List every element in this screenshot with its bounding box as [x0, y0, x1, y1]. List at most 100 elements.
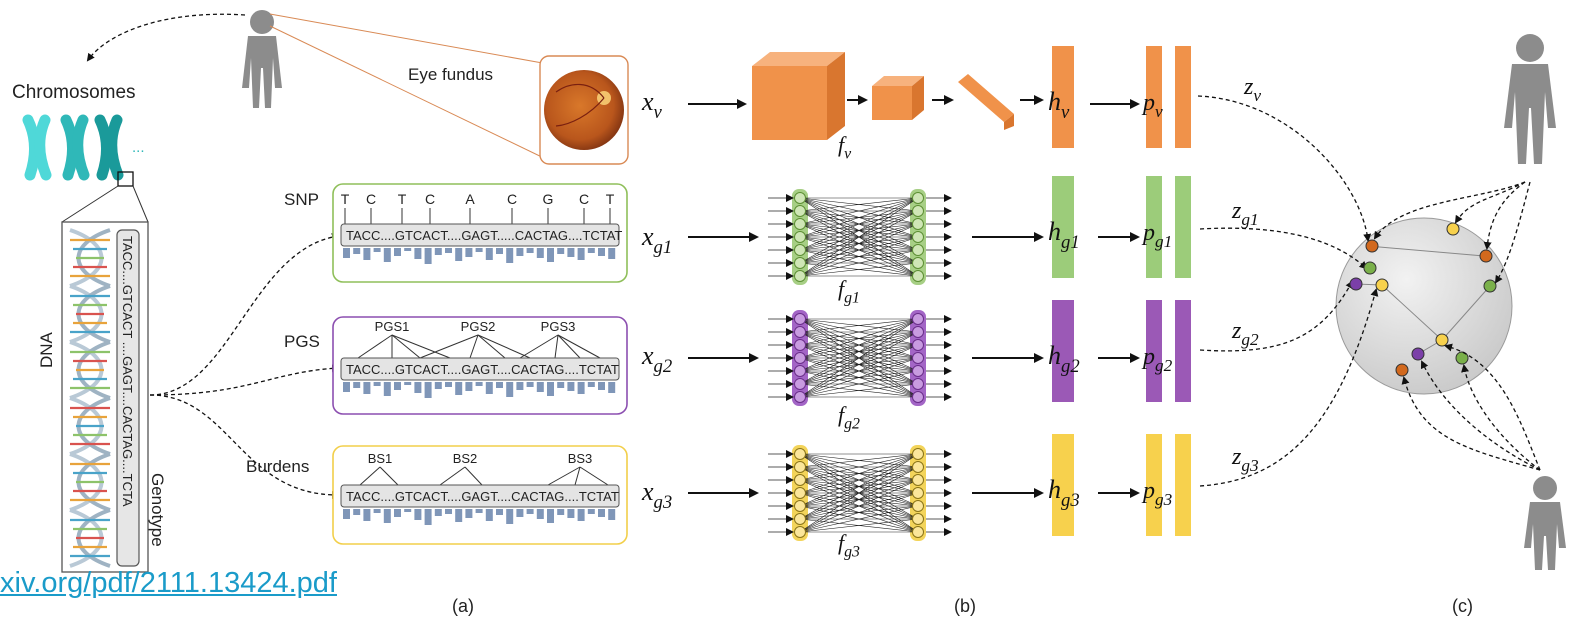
- hidden-bar: [1052, 434, 1074, 536]
- score-label: PGS3: [541, 319, 576, 334]
- sequence-bar: [363, 382, 371, 394]
- person-to-chromosome-arrow: [86, 13, 246, 62]
- node-burden-2: [1446, 222, 1460, 236]
- input-labels: xv xg1 xg2 xg3: [641, 87, 672, 513]
- sequence-bar: [608, 509, 616, 520]
- burdens-sequence: TACC....GTCACT....GAGT....CACTAG....TCTA…: [346, 489, 619, 504]
- sequence-bar: [567, 509, 575, 518]
- sequence-bar: [577, 248, 585, 260]
- sequence-bar: [485, 248, 493, 260]
- embedding-label: zv: [1243, 74, 1261, 105]
- sequence-bar: [465, 509, 473, 518]
- sequence-bar: [536, 509, 544, 519]
- sequence-bar: [353, 382, 361, 388]
- sequence-bar: [343, 509, 350, 519]
- input-arrows: [688, 99, 759, 498]
- hidden-to-projection-arrows: [1090, 99, 1140, 498]
- sequence-bar: [445, 509, 452, 514]
- snp-sequence: TACC....GTCACT....GAGT.....CACTAG....TCT…: [346, 228, 622, 243]
- sequence-bar: [394, 509, 401, 517]
- sequence-bar: [455, 382, 463, 395]
- chromosome-zoom-box: [117, 171, 134, 187]
- projection-bar-left: [1146, 176, 1162, 278]
- sequence-bar: [373, 248, 381, 252]
- mlp-network: [768, 445, 952, 541]
- sequence-bar: [557, 382, 565, 388]
- pgs-label: PGS: [284, 332, 320, 351]
- projection-label: pg2: [1141, 344, 1173, 375]
- mlp-encoders: [768, 189, 952, 541]
- sequence-bar: [485, 382, 493, 394]
- encoder-labels: fv fg1 fg2 fg3: [838, 132, 860, 561]
- sequence-bar: [608, 382, 616, 393]
- sequence-bar: [445, 248, 452, 253]
- sequence-bar: [353, 509, 361, 515]
- pgs-sequence: TACC....GTCACT....GAGT....CACTAG....TCTA…: [346, 362, 619, 377]
- sequence-bar: [516, 382, 524, 390]
- caption-c: (c): [1452, 596, 1473, 616]
- sequence-bar: [394, 382, 401, 390]
- sequence-bar: [455, 248, 463, 261]
- projection-bar-left: [1146, 434, 1162, 536]
- sequence-bar: [383, 509, 391, 523]
- sequence-bar: [577, 509, 585, 521]
- burdens-sequence-strip: [340, 484, 620, 508]
- snp-label: SNP: [284, 190, 319, 209]
- sequence-bar: [404, 382, 412, 385]
- hidden-bars: hv hg1 hg2 hg3: [1048, 46, 1080, 536]
- projection-label: pg1: [1141, 220, 1172, 251]
- snp-base: T: [341, 191, 350, 207]
- node-vision-1: [1365, 239, 1379, 253]
- projection-bar-right: [1175, 300, 1191, 402]
- projection-bar-right: [1175, 434, 1191, 536]
- sequence-bar: [567, 382, 575, 391]
- snp-sequence-strip: [340, 223, 620, 247]
- snp-bars: [343, 248, 616, 264]
- sequence-bar: [465, 382, 473, 391]
- ellipsis-label: ...: [132, 139, 145, 156]
- sequence-bar: [445, 382, 452, 387]
- pgs-scores: PGS1 PGS2 PGS3: [357, 319, 601, 359]
- node-pgs-2: [1411, 347, 1425, 361]
- projection-bar-left: [1146, 46, 1162, 148]
- sequence-bar: [496, 382, 503, 388]
- dna-helix-icon: [69, 228, 111, 568]
- dna-strip: [116, 229, 140, 567]
- projection-label: pv: [1141, 90, 1163, 121]
- sequence-bar: [536, 248, 544, 258]
- sequence-bar: [373, 382, 381, 386]
- sequence-bar: [414, 382, 422, 393]
- sequence-bar: [587, 509, 595, 514]
- projection-label: pg3: [1141, 478, 1173, 509]
- sequence-bar: [424, 509, 432, 525]
- sequence-bar: [475, 248, 483, 252]
- sequence-bar: [608, 248, 616, 259]
- sequence-bar: [598, 509, 605, 517]
- encoder-label: fg3: [838, 530, 860, 561]
- score-label: BS3: [568, 451, 593, 466]
- sequence-bar: [587, 382, 595, 387]
- snp-base: T: [398, 191, 407, 207]
- input-label: xg2: [641, 341, 672, 377]
- snp-base: C: [507, 191, 517, 207]
- sequence-bar: [506, 509, 514, 524]
- node-pgs-1: [1349, 277, 1363, 291]
- sequence-bar: [475, 509, 483, 513]
- encoder-label: fv: [838, 132, 852, 163]
- embedding-arrows: [1197, 95, 1379, 487]
- sequence-bar: [598, 382, 605, 390]
- sequence-bar: [394, 248, 401, 256]
- dna-strip-text: TACC....GTCACT ....GAGT....CACTAG....TCT…: [120, 236, 135, 507]
- projection-bar-right: [1175, 176, 1191, 278]
- embedding-nodes: [1349, 222, 1497, 377]
- paper-link[interactable]: xiv.org/pdf/2111.13424.pdf: [0, 567, 337, 599]
- hidden-label: hg3: [1048, 475, 1080, 511]
- sequence-bar: [414, 248, 422, 259]
- mlp-network: [768, 310, 952, 406]
- projection-bars: pv pg1 pg2 pg3 zv zg1 zg2 zg3: [1141, 46, 1261, 536]
- sequence-bar: [363, 248, 371, 260]
- sequence-bar: [383, 248, 391, 262]
- caption-a: (a): [452, 596, 474, 616]
- sequence-bar: [496, 509, 503, 515]
- sequence-bar: [434, 248, 442, 255]
